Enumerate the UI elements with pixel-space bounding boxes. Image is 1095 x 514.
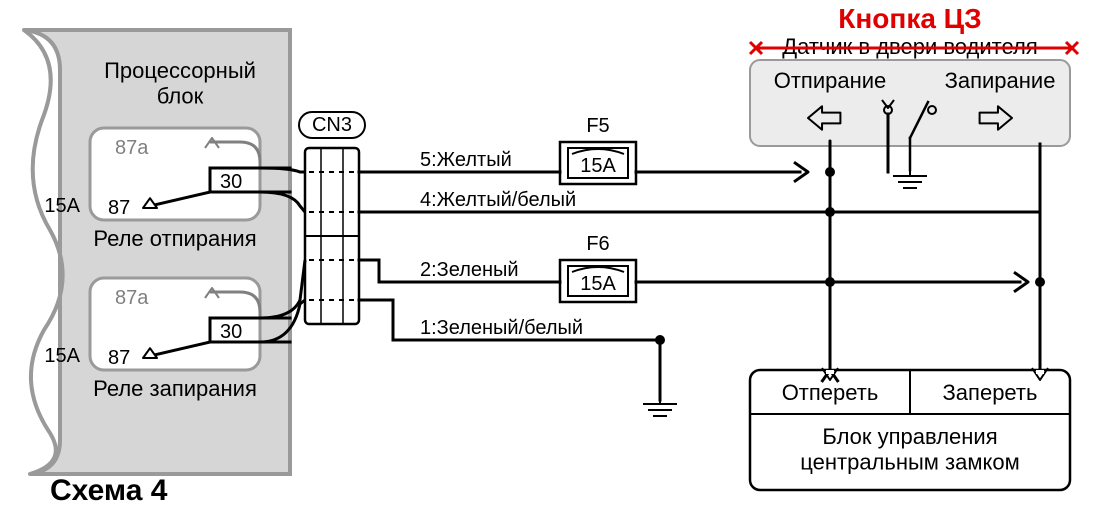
node-dot: [825, 207, 835, 217]
node-dot: [1035, 277, 1045, 287]
relay-unlock-30-label: 30: [220, 171, 242, 193]
wire-2-label: 2:Зеленый: [420, 259, 519, 281]
relay-unlock-87-label: 87: [108, 197, 130, 219]
relay-lock-87-label: 87: [108, 347, 130, 369]
processor-wavy-edge: [24, 30, 63, 474]
relay-lock-amps: 15A: [44, 345, 80, 367]
wire-4-label: 4:Желтый/белый: [420, 189, 576, 211]
connector-label: CN3: [312, 114, 352, 136]
title-red: Кнопка ЦЗ: [838, 3, 981, 34]
ctrl-unlock-label: Отпереть: [782, 380, 879, 405]
wiring-diagram: Процессорныйблок87a308715AРеле отпирания…: [0, 0, 1095, 514]
fuse-f5-label: F5: [586, 115, 609, 137]
relay-unlock-amps: 15A: [44, 195, 80, 217]
fuse-f5-amps: 15A: [580, 155, 616, 177]
ctrl-block-label: Блок управленияцентральным замком: [800, 424, 1019, 474]
relay-lock-30-label: 30: [220, 321, 242, 343]
relay-lock-87a-label: 87a: [115, 287, 149, 309]
relay-unlock-name-label: Реле отпирания: [93, 226, 256, 251]
switch-lock-label: Запирание: [945, 68, 1056, 93]
relay-unlock-87a-label: 87a: [115, 137, 149, 159]
ctrl-lock-label: Запереть: [943, 380, 1038, 405]
node-dot: [825, 167, 835, 177]
scheme-label: Схема 4: [50, 474, 168, 507]
relay-lock-name-label: Реле запирания: [93, 376, 257, 401]
fuse-f6-label: F6: [586, 233, 609, 255]
wire-1-label: 1:Зеленый/белый: [420, 317, 583, 339]
wire-5-label: 5:Желтый: [420, 149, 512, 171]
fuse-f6-amps: 15A: [580, 273, 616, 295]
node-dot: [825, 277, 835, 287]
switch-unlock-label: Отпирание: [774, 68, 887, 93]
